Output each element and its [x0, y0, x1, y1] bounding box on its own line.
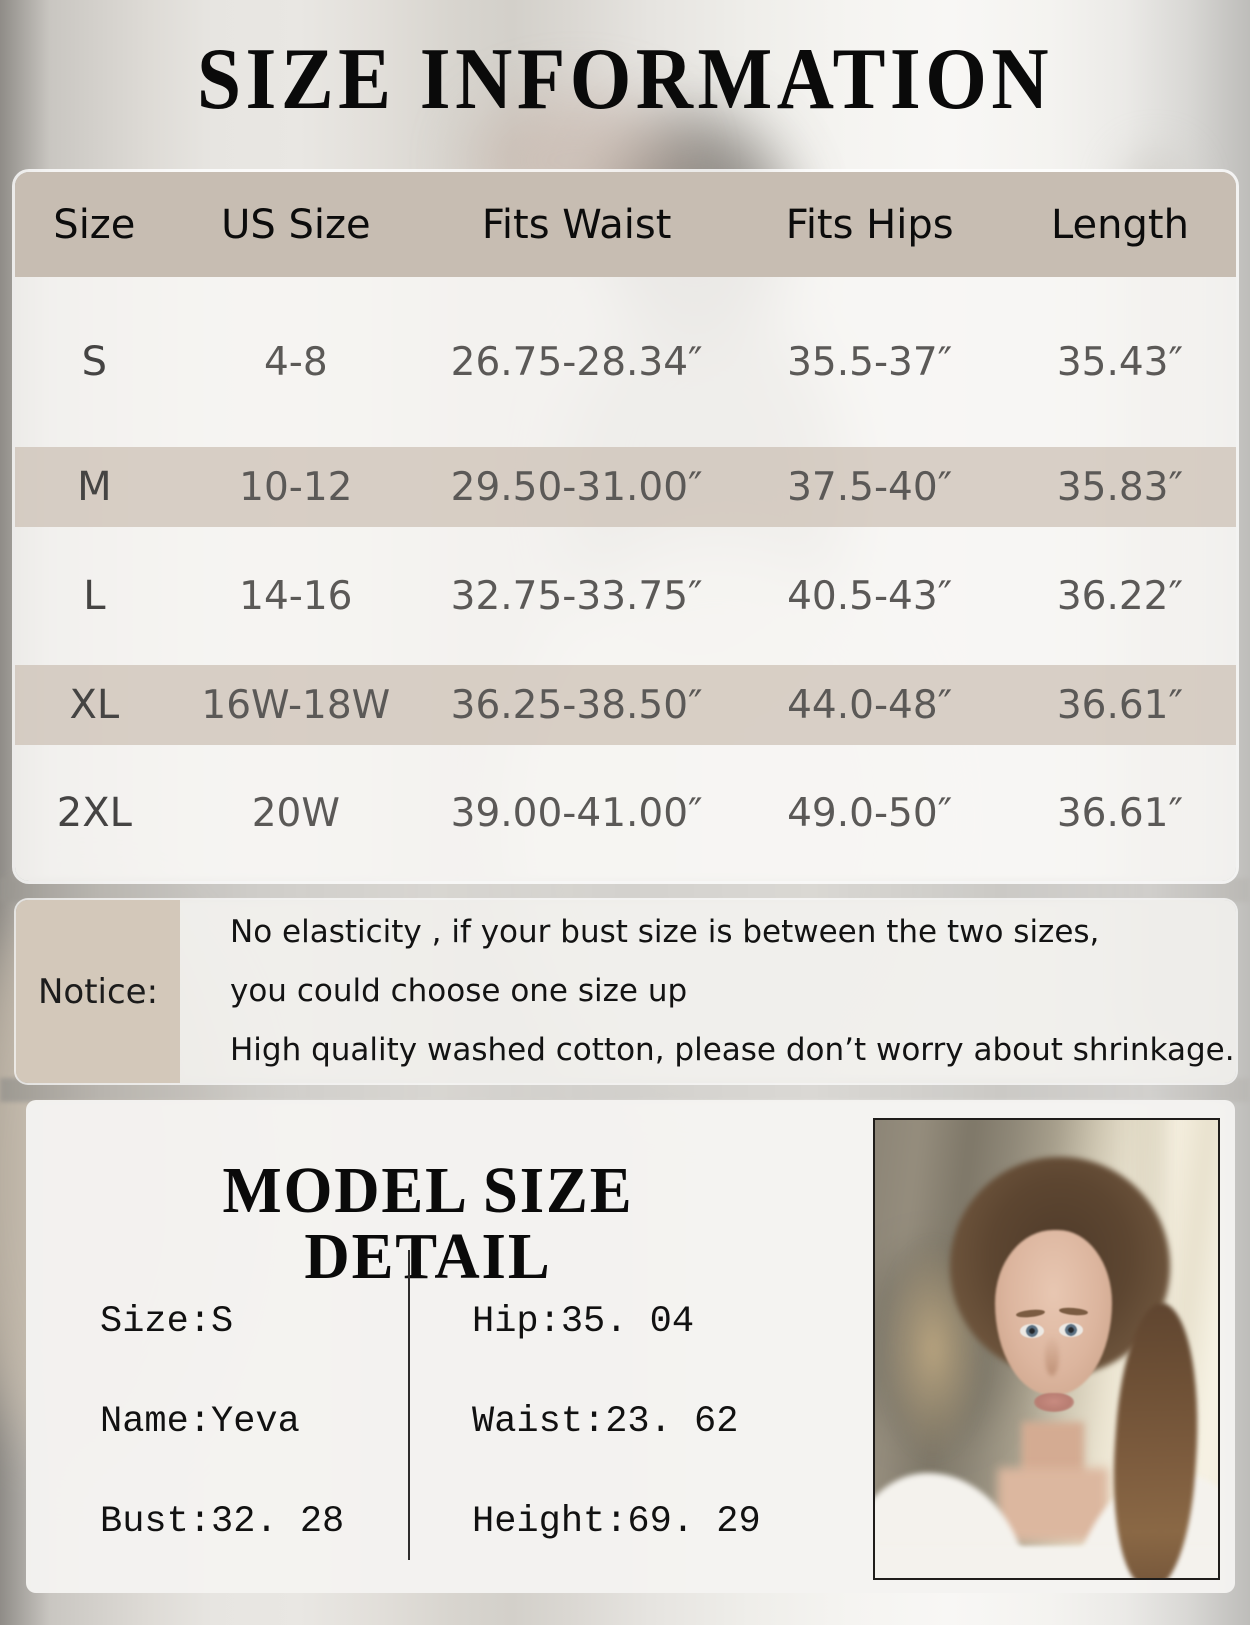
fits-hips-value: 44.0-48″ [787, 682, 953, 728]
model-size-detail-panel: MODEL SIZE DETAIL Size:S Name:Yeva Bust:… [26, 1100, 1235, 1593]
fits-hips-value: 37.5-40″ [787, 464, 953, 510]
model-height: Height:69. 29 [472, 1501, 761, 1543]
notice-box: Notice: No elasticity , if your bust siz… [16, 900, 1236, 1083]
page-title: SIZE INFORMATION [196, 31, 1054, 128]
size-value: S [81, 339, 108, 385]
length-value: 35.83″ [1056, 464, 1184, 510]
table-row-l: L 14-16 32.75-33.75″ 40.5-43″ 36.22″ [15, 527, 1236, 665]
length-value: 36.61″ [1056, 682, 1184, 728]
notice-text: No elasticity , if your bust size is bet… [180, 900, 1236, 1083]
fits-hips-value: 49.0-50″ [787, 790, 953, 836]
size-value: 2XL [56, 790, 132, 836]
notice-line: No elasticity , if your bust size is bet… [230, 914, 1100, 950]
column-header-fits-waist: Fits Waist [481, 201, 672, 248]
fits-waist-value: 32.75-33.75″ [450, 573, 703, 619]
table-row-xl: XL 16W-18W 36.25-38.50″ 44.0-48″ 36.61″ [15, 665, 1236, 745]
us-size-value: 16W-18W [201, 682, 391, 728]
model-size-detail-title: MODEL SIZE DETAIL [222, 1154, 634, 1293]
size-value: L [83, 573, 106, 619]
column-header-us-size: US Size [221, 201, 371, 248]
model-size: Size:S [100, 1301, 234, 1343]
size-value: M [77, 464, 112, 510]
fits-waist-value: 36.25-38.50″ [450, 682, 703, 728]
table-row-s: S 4-8 26.75-28.34″ 35.5-37″ 35.43″ [15, 277, 1236, 447]
us-size-value: 4-8 [263, 339, 328, 385]
fits-hips-value: 35.5-37″ [787, 339, 953, 385]
us-size-value: 14-16 [239, 573, 353, 619]
photo-nose [1044, 1335, 1059, 1377]
fits-waist-value: 39.00-41.00″ [450, 790, 703, 836]
notice-label: Notice: [16, 900, 180, 1083]
notice-line: High quality washed cotton, please don’t… [230, 1032, 1235, 1068]
photo-left-eye [1019, 1324, 1044, 1338]
size-value: XL [69, 682, 120, 728]
background-shelf-edge [0, 878, 1250, 902]
column-header-fits-hips: Fits Hips [785, 201, 954, 248]
size-table: Size US Size Fits Waist Fits Hips Length… [15, 172, 1236, 881]
fits-waist-value: 29.50-31.00″ [450, 464, 703, 510]
model-waist: Waist:23. 62 [472, 1401, 739, 1443]
table-row-m: M 10-12 29.50-31.00″ 37.5-40″ 35.83″ [15, 447, 1236, 527]
model-bust: Bust:32. 28 [100, 1501, 345, 1543]
length-value: 36.61″ [1056, 790, 1184, 836]
fits-waist-value: 26.75-28.34″ [450, 339, 703, 385]
size-table-header-row: Size US Size Fits Waist Fits Hips Length [15, 172, 1236, 277]
column-header-size: Size [53, 201, 136, 248]
table-row-2xl: 2XL 20W 39.00-41.00″ 49.0-50″ 36.61″ [15, 745, 1236, 881]
photo-lips [1034, 1392, 1074, 1412]
model-name: Name:Yeva [100, 1401, 300, 1443]
photo-right-eye [1058, 1323, 1083, 1338]
model-photo [873, 1118, 1220, 1580]
us-size-value: 10-12 [239, 464, 353, 510]
divider-line [408, 1250, 410, 1560]
column-header-length: Length [1050, 201, 1189, 248]
model-hip: Hip:35. 04 [472, 1301, 695, 1343]
length-value: 35.43″ [1056, 339, 1184, 385]
us-size-value: 20W [251, 790, 340, 836]
fits-hips-value: 40.5-43″ [787, 573, 953, 619]
notice-line: you could choose one size up [230, 973, 688, 1009]
length-value: 36.22″ [1056, 573, 1184, 619]
